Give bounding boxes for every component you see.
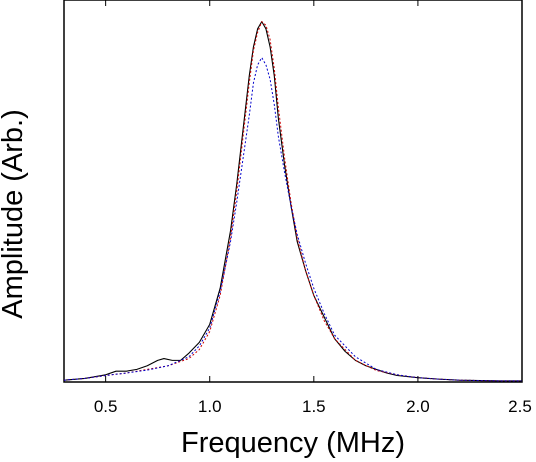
plot-area-frame xyxy=(63,0,523,383)
x-tick-label: 1.5 xyxy=(302,397,326,416)
x-tick-label: 2.5 xyxy=(508,397,532,416)
series-line-3 xyxy=(63,57,522,382)
series-line-2 xyxy=(63,21,522,382)
series-layer xyxy=(63,21,522,382)
x-tick-label: 1.0 xyxy=(198,397,222,416)
tick-layer: 0.5 1.0 1.5 2.0 2.5 xyxy=(94,0,532,416)
x-tick-label: 2.0 xyxy=(406,397,430,416)
x-axis-title: Frequency (MHz) xyxy=(181,427,405,459)
series-line-1 xyxy=(63,21,522,382)
y-axis-title: Amplitude (Arb.) xyxy=(0,109,29,319)
x-tick-label: 0.5 xyxy=(94,397,118,416)
